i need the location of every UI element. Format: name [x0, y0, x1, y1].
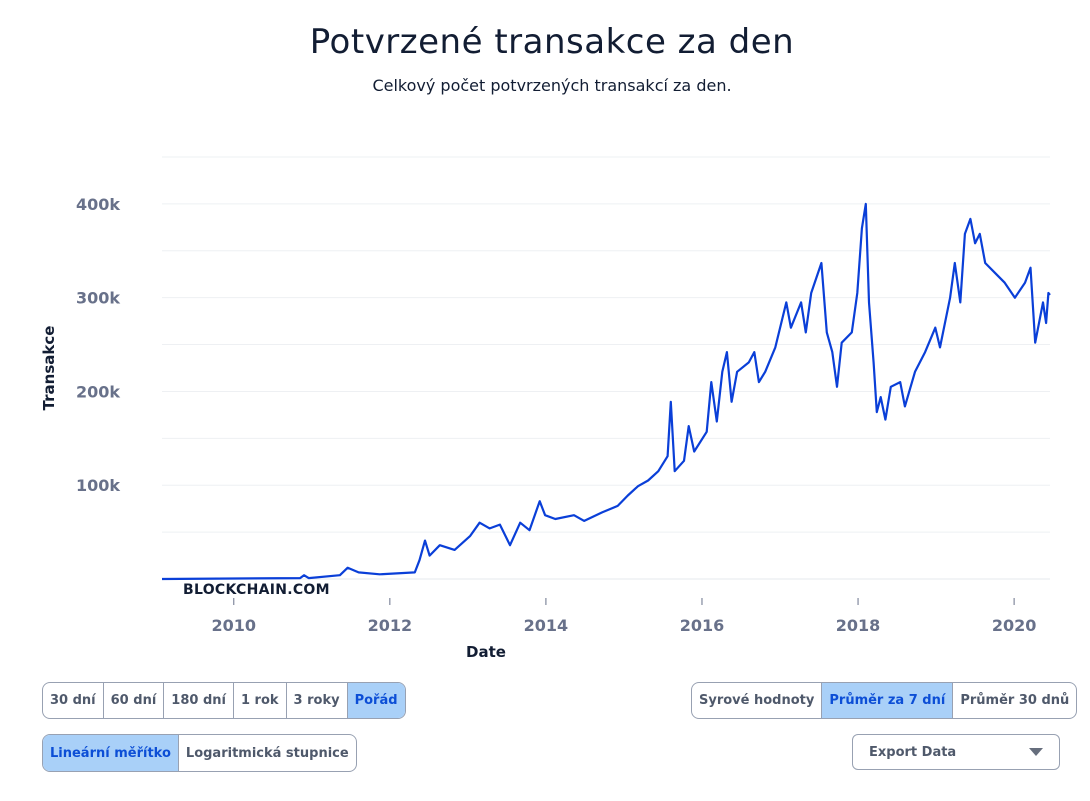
range-button[interactable]: 30 dní	[43, 683, 104, 718]
x-tick-label: 2012	[368, 616, 413, 635]
page-title: Potvrzené transakce za den	[309, 22, 795, 62]
average-button[interactable]: Syrové hodnoty	[692, 683, 823, 718]
page-subtitle: Celkový počet potvrzených transakcí za d…	[372, 76, 732, 95]
range-button[interactable]: 1 rok	[234, 683, 287, 718]
y-tick-label: 300k	[76, 289, 120, 308]
export-data-label: Export Data	[869, 744, 957, 760]
scale-button-group: Lineární měřítko Logaritmická stupnice	[42, 734, 357, 772]
range-button-group: 30 dní 60 dní 180 dní 1 rok 3 roky Pořád	[42, 682, 406, 719]
average-button-group: Syrové hodnoty Průměr za 7 dní Průměr 30 d…	[691, 682, 1078, 719]
series-line-transakce	[161, 202, 1051, 581]
export-data-dropdown[interactable]: Export Data	[852, 734, 1060, 770]
range-button[interactable]: 60 dní	[104, 683, 165, 718]
x-tick-label: 2010	[212, 616, 257, 635]
chevron-down-icon	[1029, 748, 1043, 756]
range-button[interactable]: Pořád	[347, 683, 405, 718]
scale-button[interactable]: Logaritmická stupnice	[185, 745, 349, 761]
average-button[interactable]: Průměr za 7 dní	[822, 683, 954, 718]
y-axis-title: Transakce	[40, 326, 58, 411]
x-tick-label: 2018	[836, 616, 881, 635]
y-tick-label: 100k	[76, 476, 120, 495]
x-tick-label: 2016	[680, 616, 725, 635]
scale-button[interactable]: Lineární měřítko	[43, 735, 179, 771]
range-button[interactable]: 3 roky	[287, 683, 348, 718]
blockchain-watermark: BLOCKCHAIN.COM	[183, 582, 330, 598]
range-button[interactable]: 180 dní	[164, 683, 234, 718]
x-tick-label: 2020	[992, 616, 1037, 635]
x-axis-title: Date	[466, 643, 506, 661]
y-tick-label: 400k	[76, 195, 120, 214]
x-tick-label: 2014	[524, 616, 569, 635]
y-tick-label: 200k	[76, 382, 120, 401]
average-button[interactable]: Průměr 30 dnů	[960, 693, 1070, 708]
line-chart: 100k 200k 300k 400k 2010 2012 2014 2016 2018 202…	[40, 156, 1051, 661]
